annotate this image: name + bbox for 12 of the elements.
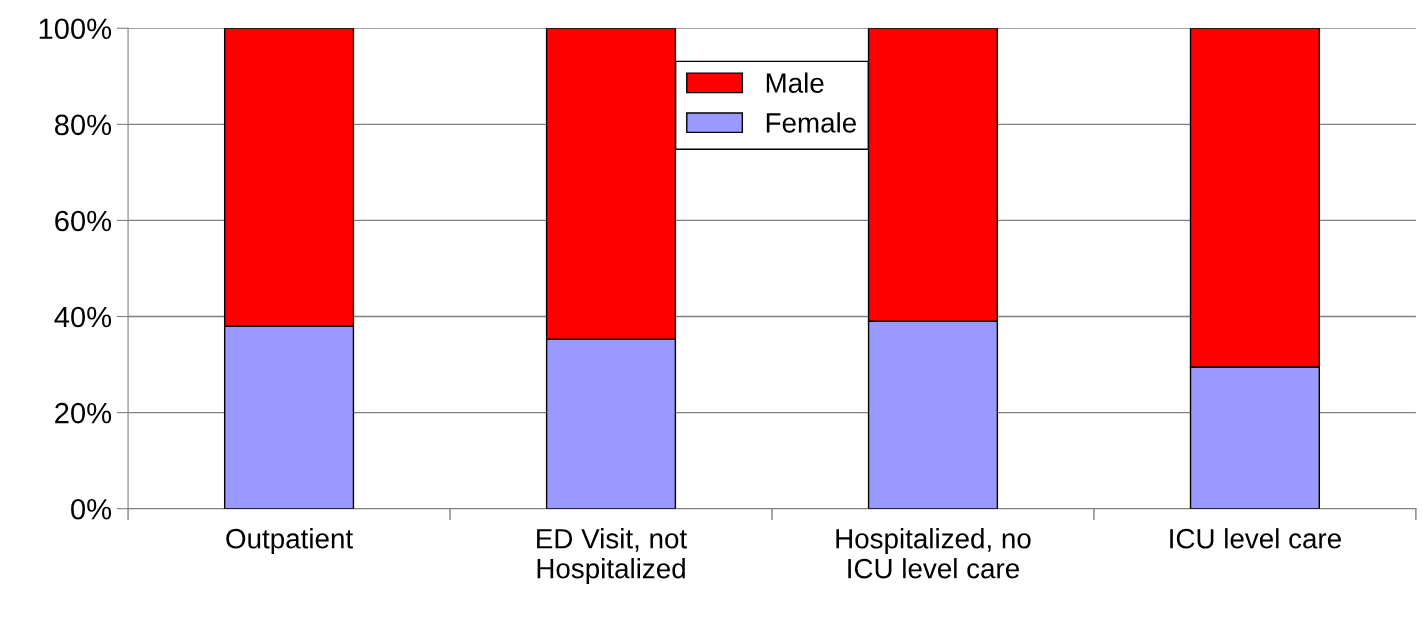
y-tick-label: 100% [39,18,112,40]
x-tick-label: Hospitalized, no ICU level care [836,528,1031,579]
y-tick-label: 60% [55,210,112,232]
y-tick-label: 80% [54,114,112,136]
y-tick-label: 0% [71,498,112,520]
y-tick-label: 20% [55,402,112,424]
legend-label: Female [766,112,856,133]
y-tick-label: 40% [54,306,112,328]
x-tick-label: ED Visit, not Hospitalized [537,528,687,584]
x-tick-label: ICU level care [1170,528,1341,549]
legend-label: Male [766,72,824,93]
x-tick-label: Outpatient [226,528,353,555]
